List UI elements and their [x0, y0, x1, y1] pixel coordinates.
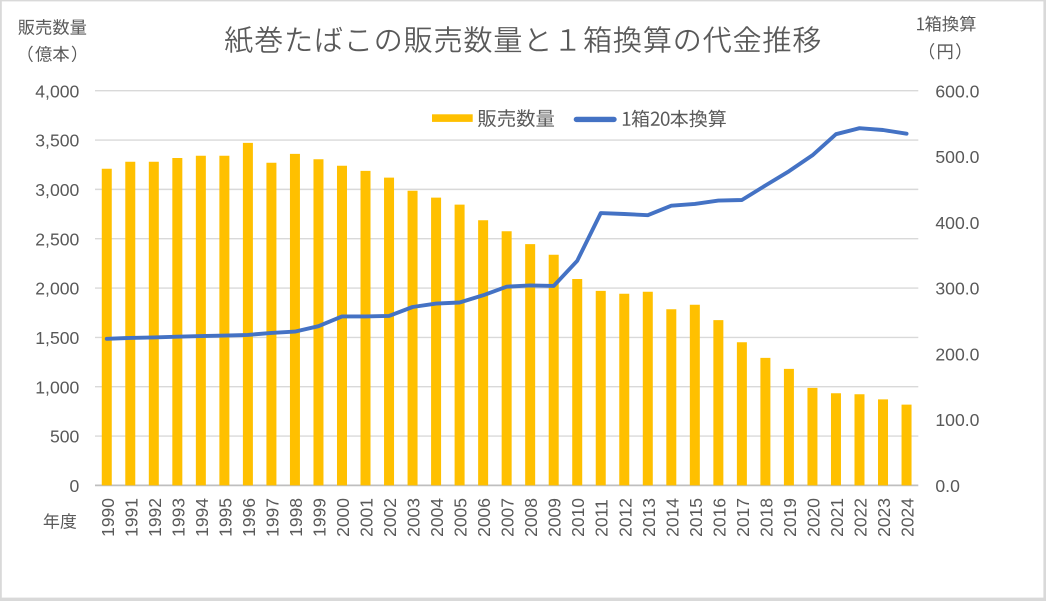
svg-text:2005: 2005 [451, 498, 471, 537]
svg-text:100.0: 100.0 [935, 410, 979, 430]
svg-text:2023: 2023 [874, 498, 894, 537]
svg-text:4,000: 4,000 [35, 81, 79, 101]
svg-text:2010: 2010 [568, 498, 588, 537]
svg-text:2000: 2000 [333, 498, 353, 537]
svg-text:2021: 2021 [827, 498, 847, 537]
svg-text:0.0: 0.0 [935, 476, 960, 496]
svg-text:2008: 2008 [521, 498, 541, 537]
svg-text:2003: 2003 [404, 498, 424, 537]
svg-text:1999: 1999 [309, 498, 329, 537]
svg-text:2019: 2019 [780, 498, 800, 537]
svg-text:400.0: 400.0 [935, 213, 979, 233]
svg-text:1,000: 1,000 [35, 377, 79, 397]
svg-text:1992: 1992 [145, 498, 165, 537]
svg-text:1997: 1997 [262, 498, 282, 537]
svg-text:2001: 2001 [357, 498, 377, 537]
svg-text:2016: 2016 [709, 498, 729, 537]
svg-text:2018: 2018 [756, 498, 776, 537]
svg-text:2013: 2013 [639, 498, 659, 537]
svg-text:1994: 1994 [192, 498, 212, 537]
svg-text:500: 500 [50, 427, 80, 447]
svg-text:2012: 2012 [615, 498, 635, 537]
svg-text:2,500: 2,500 [35, 229, 79, 249]
svg-text:0: 0 [70, 476, 80, 496]
svg-text:1,500: 1,500 [35, 328, 79, 348]
svg-text:2011: 2011 [592, 499, 612, 537]
svg-text:2017: 2017 [733, 498, 753, 537]
svg-text:1995: 1995 [215, 498, 235, 537]
svg-text:2009: 2009 [545, 498, 565, 537]
svg-text:2007: 2007 [498, 498, 518, 537]
svg-text:1998: 1998 [286, 498, 306, 537]
svg-text:2022: 2022 [850, 498, 870, 537]
svg-text:2015: 2015 [686, 498, 706, 537]
svg-text:600.0: 600.0 [935, 81, 979, 101]
svg-text:2002: 2002 [380, 498, 400, 537]
svg-text:2014: 2014 [662, 498, 682, 537]
svg-text:2004: 2004 [427, 498, 447, 537]
svg-text:2006: 2006 [474, 498, 494, 537]
svg-text:300.0: 300.0 [935, 279, 979, 299]
svg-text:1993: 1993 [168, 498, 188, 537]
svg-text:1996: 1996 [239, 498, 259, 537]
svg-text:2024: 2024 [898, 498, 918, 537]
svg-text:500.0: 500.0 [935, 147, 979, 167]
svg-text:1991: 1991 [121, 498, 141, 537]
svg-text:1990: 1990 [98, 498, 118, 537]
svg-text:3,500: 3,500 [35, 131, 79, 151]
svg-text:200.0: 200.0 [935, 344, 979, 364]
svg-text:2,000: 2,000 [35, 279, 79, 299]
svg-text:3,000: 3,000 [35, 180, 79, 200]
svg-text:2020: 2020 [803, 498, 823, 537]
